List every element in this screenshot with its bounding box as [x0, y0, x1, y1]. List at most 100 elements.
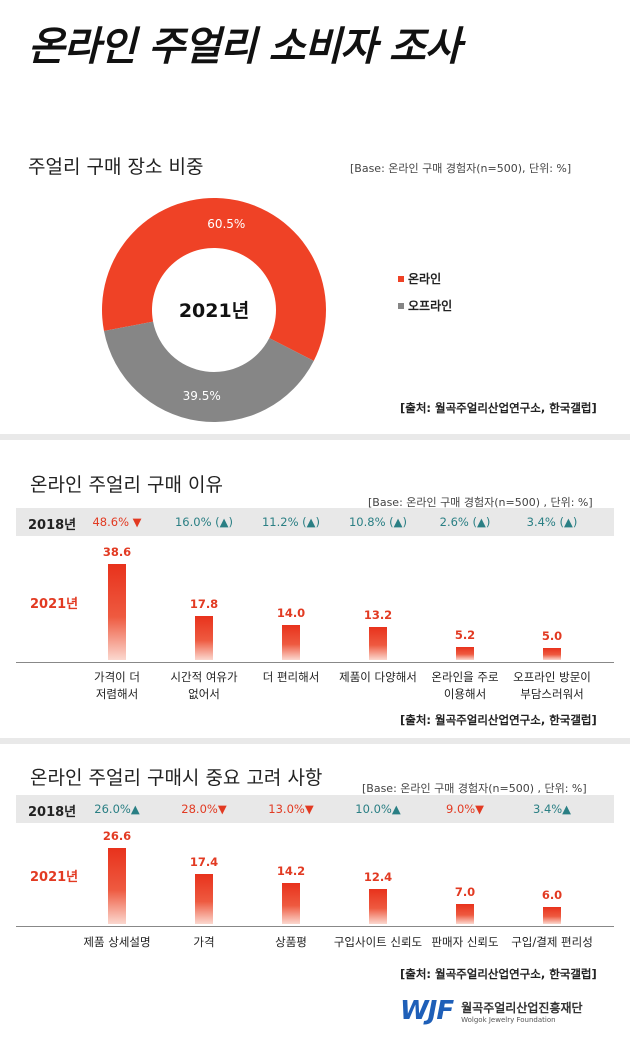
org-name-en: Wolgok Jewelry Foundation: [461, 1015, 556, 1024]
category-label-5: 구입/결제 편리성: [502, 934, 602, 951]
donut-slice-online: [102, 198, 326, 361]
bar-value-1: 17.8: [189, 596, 219, 611]
factor-source-note: [출처: 월곡주얼리산업연구소, 한국갤럽]: [400, 967, 597, 981]
section-divider-2: [0, 738, 630, 744]
legend-label-offline: 오프라인: [408, 299, 453, 313]
category-label-0: 제품 상세설명: [67, 934, 167, 951]
prev-value-4: 9.0%▼: [445, 802, 485, 816]
donut-slice-label-offline: 39.5%: [183, 389, 221, 403]
category-label-line: 상품평: [275, 935, 307, 949]
bar-4: [456, 904, 474, 924]
donut-base-note: [Base: 온라인 구매 경험자(n=500), 단위: %]: [350, 162, 572, 175]
category-label-3: 구입사이트 신뢰도: [328, 934, 428, 951]
prev-value-0: 48.6% ▼: [92, 515, 142, 529]
donut-section-title: 주얼리 구매 장소 비중: [28, 156, 204, 178]
bar-value-2: 14.2: [276, 864, 306, 879]
prev-value-4: 2.6% (▲): [439, 515, 491, 529]
bar-value-4: 5.2: [454, 628, 476, 642]
factor-2021-label: 2021년: [30, 870, 79, 885]
org-name-kr: 월곡주얼리산업진흥재단: [461, 1000, 583, 1015]
category-label-line: 오프라인 방문이: [513, 670, 591, 684]
category-label-line: 이용해서: [443, 687, 487, 701]
footer-logo: WJF 월곡주얼리산업진흥재단 Wolgok Jewelry Foundatio…: [400, 996, 583, 1026]
category-label-line: 가격이 더: [94, 670, 140, 684]
category-label-line: 구입/결제 편리성: [511, 935, 593, 949]
legend-item-online: 온라인: [398, 270, 452, 287]
category-label-2: 상품평: [241, 934, 341, 951]
reason-source-note: [출처: 월곡주얼리산업연구소, 한국갤럽]: [400, 713, 597, 727]
category-label-line: 온라인을 주로: [431, 670, 499, 684]
prev-value-1: 28.0%▼: [181, 802, 227, 816]
category-label-line: 제품 상세설명: [83, 935, 151, 949]
prev-value-3: 10.8% (▲): [348, 515, 407, 529]
footer-org-text: 월곡주얼리산업진흥재단 Wolgok Jewelry Foundation: [461, 999, 582, 1024]
reason-2021-label: 2021년: [30, 597, 79, 612]
prev-value-0: 26.0%▲: [94, 802, 140, 816]
bar-value-0: 38.6: [102, 544, 132, 559]
donut-chart: 60.5% 39.5% 2021년: [102, 198, 326, 422]
bar-5: [543, 647, 561, 660]
bar-2: [282, 625, 300, 660]
factor-2018-band: 2018년 26.0%▲ 28.0%▼ 13.0%▼ 10.0%▲ 9.0%▼ 3.4%▲: [16, 795, 614, 823]
bar-value-4: 7.0: [454, 885, 476, 899]
donut-source-note: [출처: 월곡주얼리산업연구소, 한국갤럽]: [400, 401, 597, 415]
legend-item-offline: 오프라인: [398, 297, 452, 314]
bar-0: [108, 848, 126, 924]
page-title: 온라인 주얼리 소비자 조사: [28, 24, 462, 70]
donut-slice-label-online: 60.5%: [207, 217, 245, 231]
category-label-line: 판매자 신뢰도: [431, 935, 499, 949]
factor-section-title: 온라인 주얼리 구매시 중요 고려 사항: [30, 767, 323, 789]
reason-axis-line: [16, 662, 614, 663]
bar-value-3: 13.2: [363, 608, 393, 622]
prev-value-2: 13.0%▼: [268, 802, 314, 816]
category-label-line: 부담스러워서: [520, 687, 584, 701]
prev-value-3: 10.0%▲: [355, 802, 401, 816]
category-label-line: 없어서: [188, 687, 220, 701]
legend-swatch-offline: [398, 302, 404, 309]
prev-value-1: 16.0% (▲): [174, 515, 233, 529]
reason-base-note: [Base: 온라인 구매 경험자(n=500) , 단위: %]: [368, 496, 593, 509]
category-label-line: 저렴해서: [95, 687, 139, 701]
bar-1: [195, 615, 213, 660]
prev-value-2: 11.2% (▲): [261, 515, 320, 529]
category-label-line: 가격: [193, 935, 215, 949]
bar-value-1: 17.4: [189, 855, 219, 870]
bar-value-5: 6.0: [541, 887, 563, 902]
category-label-1: 가격: [154, 934, 254, 951]
donut-slice-offline: [103, 321, 314, 422]
prev-value-5: 3.4% (▲): [526, 515, 578, 529]
reason-section-title: 온라인 주얼리 구매 이유: [30, 474, 223, 496]
factor-axis-line: [16, 926, 614, 927]
donut-center-label: 2021년: [179, 300, 249, 322]
bar-3: [369, 627, 387, 660]
bar-0: [108, 563, 126, 660]
reason-2018-label: 2018년: [28, 518, 77, 533]
bar-value-5: 5.0: [541, 628, 563, 643]
section-divider-1: [0, 434, 630, 440]
category-label-line: 시간적 여유가: [170, 670, 238, 684]
bar-4: [456, 647, 474, 660]
factor-base-note: [Base: 온라인 구매 경험자(n=500) , 단위: %]: [362, 782, 587, 795]
reason-2018-band: 2018년 48.6% ▼ 16.0% (▲) 11.2% (▲) 10.8% (▲)…: [16, 508, 614, 536]
bar-5: [543, 906, 561, 924]
category-label-line: 제품이 다양해서: [339, 670, 417, 684]
bar-3: [369, 888, 387, 924]
bar-value-2: 14.0: [276, 606, 306, 620]
bar-2: [282, 883, 300, 924]
category-label-3: 제품이 다양해서: [328, 669, 428, 686]
factor-2018-label: 2018년: [28, 805, 77, 820]
category-label-line: 더 편리해서: [262, 670, 320, 684]
prev-value-5: 3.4%▲: [532, 802, 572, 816]
category-label-line: 구입사이트 신뢰도: [333, 935, 423, 949]
donut-legend: 온라인 오프라인: [398, 270, 452, 324]
bar-value-3: 12.4: [363, 869, 393, 884]
category-label-4: 판매자 신뢰도: [415, 934, 515, 951]
bar-1: [195, 874, 213, 924]
bar-value-0: 26.6: [102, 829, 132, 843]
wjf-logo-mark: WJF: [400, 996, 454, 1026]
legend-swatch-online: [398, 275, 404, 282]
